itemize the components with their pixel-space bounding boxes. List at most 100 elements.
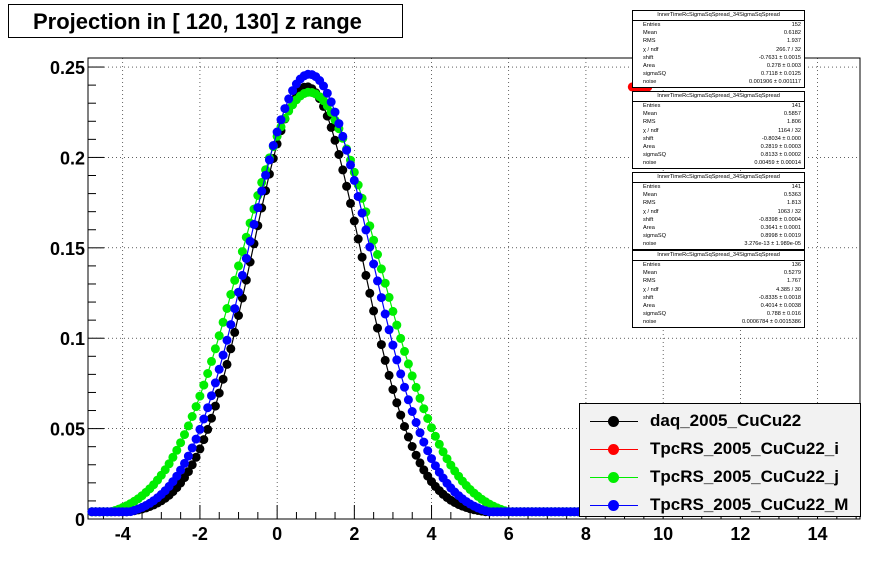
data-point (234, 261, 243, 271)
data-point (376, 340, 386, 350)
stats-box: InnerTimeRcSigmaSqSpread_34SigmaSqSpread… (632, 250, 805, 328)
data-point (249, 219, 259, 229)
data-point (191, 402, 201, 412)
data-point (218, 374, 228, 384)
stats-value: 1.813 (787, 200, 801, 207)
data-point (346, 160, 355, 170)
stats-value: 1063 / 32 (777, 208, 801, 215)
x-tick-label: 14 (808, 524, 828, 544)
data-point (430, 431, 440, 441)
data-point (214, 364, 224, 374)
stats-value: 266.7 / 32 (776, 46, 801, 53)
stats-value: 0.0006784 ± 0.0015386 (741, 319, 801, 326)
data-point (373, 276, 382, 286)
stats-value: 0.278 ± 0.003 (766, 63, 801, 70)
legend-label: daq_2005_CuCu22 (650, 411, 802, 430)
data-point (415, 458, 425, 468)
stats-row: Area 0.2819 ± 0.0003 (633, 143, 804, 151)
legend-label: TpcRS_2005_CuCu22_j (650, 467, 839, 486)
stats-row: Area 0.3641 ± 0.0001 (633, 224, 804, 232)
data-point (218, 317, 228, 327)
data-point (330, 107, 340, 117)
data-point (207, 356, 216, 366)
data-point (349, 175, 359, 185)
x-tick-label: 12 (730, 524, 750, 544)
stats-row: sigmaSQ 0.8998 ± 0.0019 (633, 232, 804, 240)
data-point (234, 311, 243, 320)
y-tick-label: 0.1 (60, 329, 85, 349)
data-point (268, 141, 278, 150)
data-point (253, 203, 263, 213)
stats-key: RMS (643, 38, 656, 45)
stats-value: 141 (791, 103, 801, 109)
data-point (172, 445, 182, 455)
legend-marker (608, 444, 619, 455)
data-point (203, 369, 213, 378)
stats-key: Entries (643, 262, 661, 268)
data-point (415, 428, 425, 438)
data-point (261, 170, 271, 180)
chart-title-box: Projection in [ 120, 130] z range (8, 4, 403, 38)
stats-value: 0.5363 (783, 192, 801, 199)
stats-box-title: InnerTimeRcSigmaSqSpread_34SigmaSqSpread (633, 173, 804, 183)
data-point (176, 465, 186, 475)
data-point (434, 439, 444, 449)
stats-key: shift (643, 54, 654, 61)
data-point (218, 350, 228, 360)
stats-value: -0.8034 ± 0.000 (761, 135, 801, 142)
stats-value: 152 (791, 22, 801, 28)
data-point (230, 327, 240, 337)
stats-value: 0.001906 ± 0.001117 (748, 79, 801, 86)
stats-key: Area (643, 144, 655, 151)
data-point (230, 275, 240, 285)
stats-key: sigmaSQ (643, 152, 667, 159)
stats-key: sigmaSQ (643, 233, 667, 240)
data-point (438, 447, 448, 457)
stats-row: RMS 1.767 (633, 277, 804, 285)
stats-value: 0.6182 (783, 30, 801, 37)
stats-row: RMS 1.937 (633, 37, 804, 45)
stats-key: sigmaSQ (643, 71, 667, 78)
stats-key: Area (643, 303, 655, 310)
data-point (419, 437, 429, 447)
legend-entry: TpcRS_2005_CuCu22_i (580, 436, 860, 462)
data-point (326, 122, 336, 132)
data-point (423, 446, 433, 456)
data-point (187, 443, 197, 453)
stats-key: noise (643, 319, 657, 326)
data-point (191, 434, 201, 444)
data-point (214, 331, 224, 341)
data-point (357, 208, 367, 218)
data-point (241, 253, 251, 263)
data-point (210, 344, 220, 354)
data-point (338, 165, 348, 175)
stats-row: χ / ndf 4.385 / 30 (633, 286, 804, 294)
data-point (322, 88, 332, 98)
stats-box: InnerTimeRcSigmaSqSpread_34SigmaSqSpread… (632, 172, 805, 250)
data-point (264, 155, 274, 165)
x-tick-label: 10 (653, 524, 673, 544)
stats-row: Mean 0.5857 (633, 110, 804, 118)
stats-row: Mean 0.5363 (633, 191, 804, 199)
y-tick-label: 0.2 (60, 148, 85, 168)
stats-key: shift (643, 216, 654, 223)
x-tick-label: -4 (115, 524, 131, 544)
x-tick-label: 4 (427, 524, 437, 544)
stats-key: RMS (643, 200, 656, 207)
stats-row: Entries 136 (633, 261, 804, 269)
x-tick-label: 2 (349, 524, 359, 544)
data-point (207, 391, 216, 401)
stats-value: 0.8133 ± 0.0002 (760, 152, 801, 159)
stats-row: Entries 141 (633, 102, 804, 110)
stats-key: noise (643, 79, 657, 86)
data-point (380, 355, 390, 365)
data-point (380, 278, 390, 288)
data-point (334, 119, 344, 129)
stats-value: 0.3641 ± 0.0001 (760, 225, 801, 232)
data-point (187, 412, 197, 421)
stats-key: χ / ndf (643, 46, 659, 53)
data-point (338, 131, 348, 141)
data-point (222, 304, 232, 313)
data-point (388, 306, 398, 316)
data-point (222, 335, 232, 345)
